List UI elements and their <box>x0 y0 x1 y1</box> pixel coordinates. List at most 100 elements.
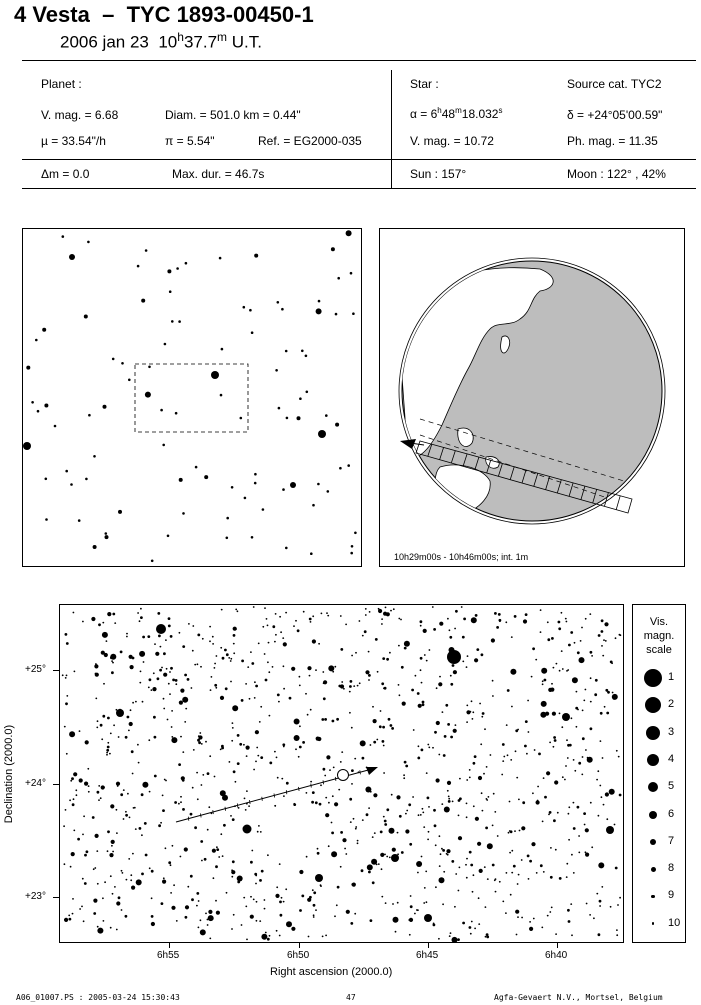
field-star <box>539 864 543 868</box>
field-star <box>396 901 399 904</box>
field-star <box>408 917 414 922</box>
finder-star <box>44 477 48 481</box>
field-star <box>425 901 428 904</box>
field-star <box>377 607 380 610</box>
field-star <box>423 887 426 889</box>
field-star <box>518 798 520 801</box>
field-star <box>64 677 67 679</box>
field-star <box>280 631 282 634</box>
field-star <box>438 753 441 756</box>
field-star <box>428 746 431 749</box>
field-star <box>156 677 160 681</box>
field-star <box>180 688 185 693</box>
field-star <box>101 631 108 638</box>
field-star <box>417 814 420 817</box>
field-star <box>103 682 105 685</box>
field-star <box>356 839 359 842</box>
field-star <box>112 661 114 664</box>
field-star <box>349 685 352 688</box>
field-star <box>112 612 116 616</box>
field-star <box>466 655 469 657</box>
field-star <box>203 857 207 861</box>
y-tick-2: +24° <box>25 778 46 789</box>
field-star <box>159 645 162 648</box>
field-star <box>150 897 153 900</box>
field-star <box>345 909 350 914</box>
field-star <box>491 863 495 867</box>
field-star <box>608 788 615 795</box>
japan-islands <box>500 335 510 354</box>
finder-star <box>345 230 352 237</box>
field-star <box>412 796 414 798</box>
field-star <box>435 687 438 690</box>
field-star <box>403 640 410 647</box>
field-star <box>419 669 422 672</box>
field-star <box>345 623 347 626</box>
field-star <box>141 872 144 876</box>
field-star <box>187 885 190 888</box>
field-star <box>93 912 97 915</box>
field-star <box>196 771 199 774</box>
field-star <box>585 852 590 857</box>
field-star <box>288 696 292 700</box>
field-star <box>447 617 449 620</box>
field-star <box>566 862 569 865</box>
field-star <box>479 702 481 705</box>
field-star <box>360 869 364 873</box>
finder-star <box>304 354 308 358</box>
field-star <box>302 741 305 744</box>
field-star <box>508 830 511 832</box>
field-star <box>351 882 356 887</box>
field-star <box>601 645 603 647</box>
finder-star <box>277 406 281 410</box>
field-star <box>106 751 108 754</box>
field-star <box>494 890 497 893</box>
field-star <box>82 620 84 623</box>
field-star <box>339 684 345 689</box>
field-star <box>575 690 578 693</box>
field-star <box>82 833 84 836</box>
field-star <box>529 921 531 923</box>
field-star <box>359 740 366 747</box>
header-divider <box>391 70 392 188</box>
star-right-ascension: α = 6h48m18.032s <box>410 106 503 121</box>
field-star <box>558 669 561 672</box>
detail-star-field <box>61 606 622 942</box>
field-star <box>386 808 390 812</box>
field-star <box>286 921 292 928</box>
track-tick <box>200 813 202 818</box>
field-star <box>452 728 457 733</box>
field-star <box>275 893 280 898</box>
field-star <box>282 637 285 639</box>
field-star <box>143 822 147 825</box>
field-star <box>171 844 174 847</box>
field-star <box>589 677 592 680</box>
field-star <box>139 650 146 657</box>
field-star <box>447 800 451 803</box>
field-star <box>245 755 248 757</box>
field-star <box>397 684 400 686</box>
field-star <box>309 621 312 623</box>
field-star <box>103 652 108 658</box>
path-direction-arrow <box>400 439 416 449</box>
field-star <box>307 935 310 938</box>
field-star <box>253 768 256 771</box>
finder-star <box>44 403 49 408</box>
star-heading: Star : <box>410 77 439 91</box>
field-star <box>69 799 71 802</box>
field-star <box>422 811 425 814</box>
finder-star <box>350 551 354 555</box>
field-star <box>516 776 519 779</box>
planet-parallax: π = 5.54" <box>165 134 215 148</box>
field-star <box>502 760 505 762</box>
field-star <box>514 830 516 832</box>
field-star <box>335 904 338 907</box>
field-star <box>460 606 463 608</box>
field-star <box>261 933 268 940</box>
field-star <box>186 678 190 681</box>
field-star <box>481 809 484 812</box>
field-star <box>561 776 564 779</box>
field-star <box>600 796 603 799</box>
field-star <box>72 611 75 614</box>
field-star <box>358 682 361 685</box>
